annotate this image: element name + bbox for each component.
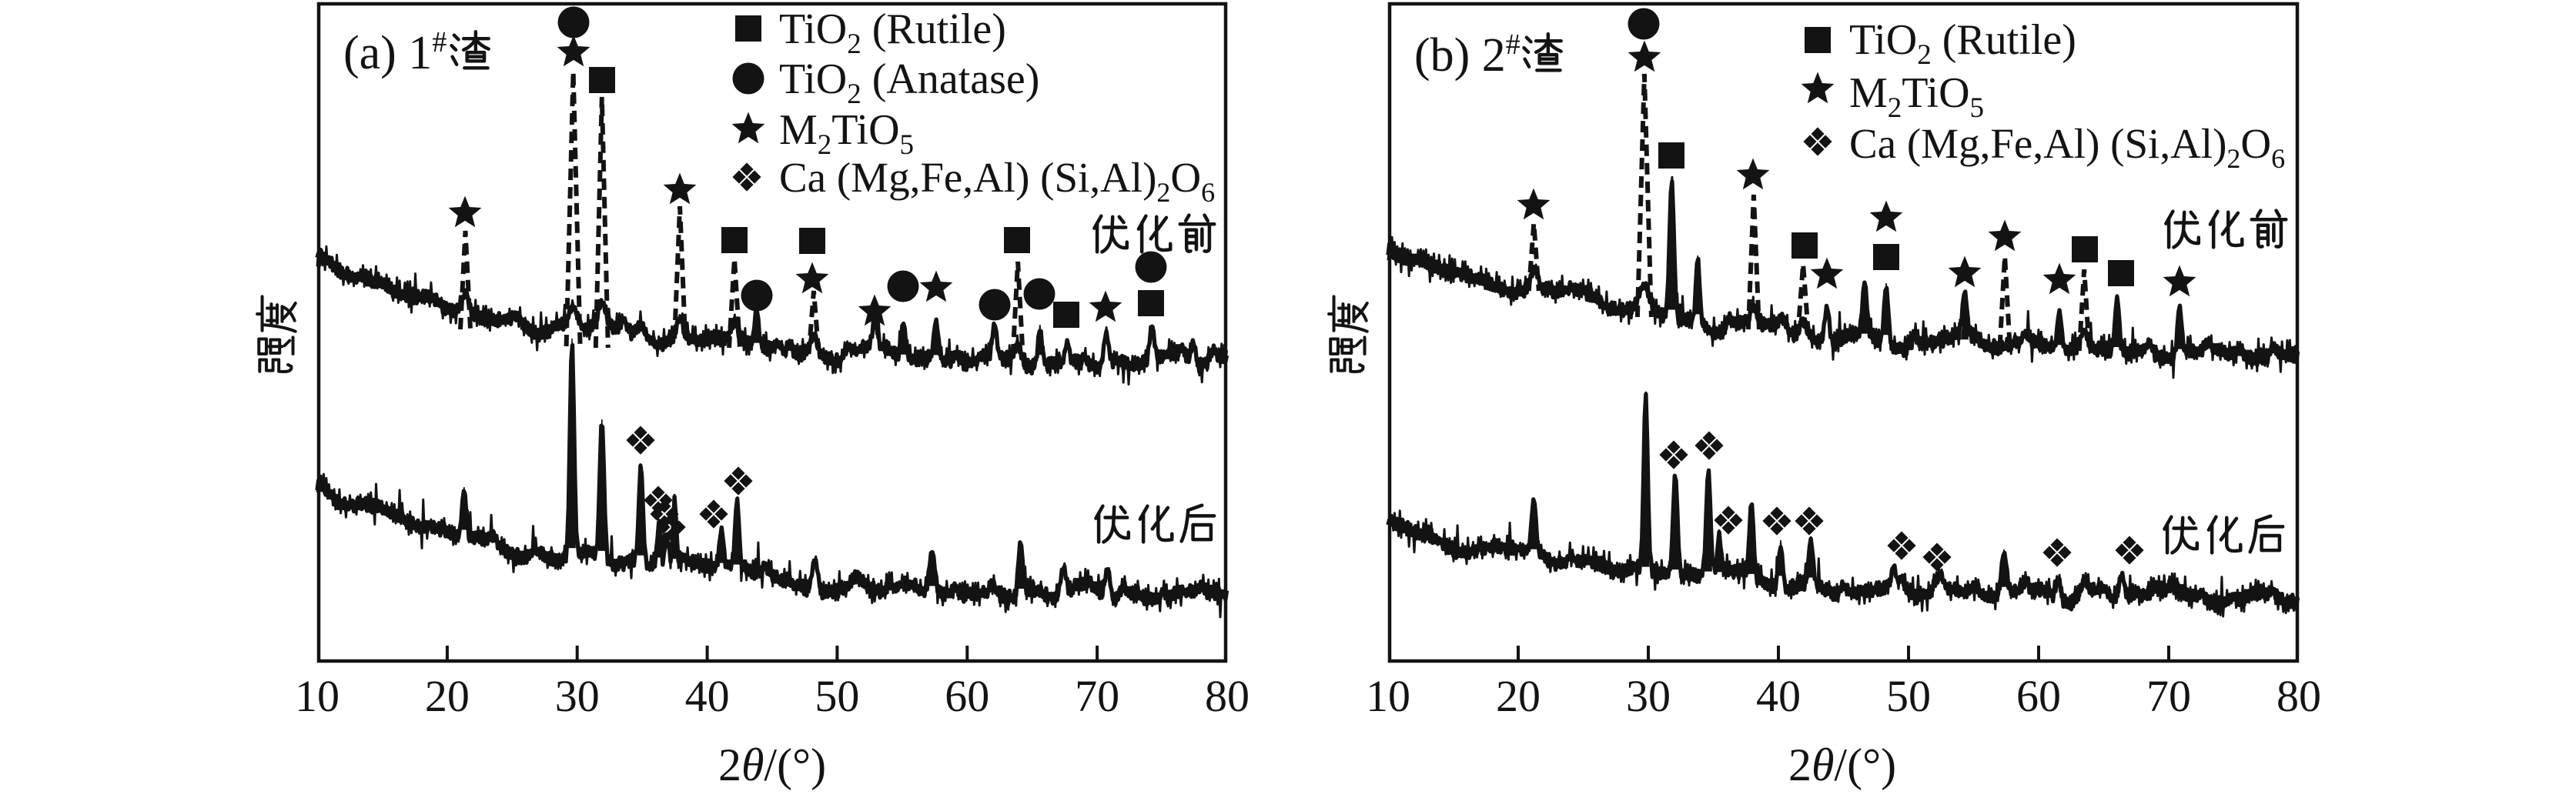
svg-text:30: 30 xyxy=(555,671,600,721)
svg-text:TiO2 (Rutile): TiO2 (Rutile) xyxy=(1849,16,2076,71)
svg-text:20: 20 xyxy=(1496,671,1541,721)
svg-text:30: 30 xyxy=(1626,671,1671,721)
svg-text:70: 70 xyxy=(1075,671,1119,721)
svg-text:TiO2 (Anatase): TiO2 (Anatase) xyxy=(779,55,1039,110)
svg-text:10: 10 xyxy=(295,671,340,721)
svg-text:40: 40 xyxy=(685,671,730,721)
svg-text:M2TiO5: M2TiO5 xyxy=(779,106,914,161)
svg-text:Ca (Mg,Fe,Al) (Si,Al)2O6: Ca (Mg,Fe,Al) (Si,Al)2O6 xyxy=(1849,120,2285,174)
svg-text:TiO2 (Rutile): TiO2 (Rutile) xyxy=(779,5,1006,60)
svg-text:80: 80 xyxy=(2277,671,2321,721)
svg-text:(a) 1#: (a) 1# xyxy=(343,26,447,79)
svg-text:20: 20 xyxy=(425,671,470,721)
svg-text:60: 60 xyxy=(945,671,989,721)
svg-text:80: 80 xyxy=(1205,671,1250,721)
svg-text:40: 40 xyxy=(1756,671,1801,721)
svg-text:2θ/(°): 2θ/(°) xyxy=(718,740,826,790)
svg-text:70: 70 xyxy=(2146,671,2191,721)
svg-text:M2TiO5: M2TiO5 xyxy=(1849,69,1984,124)
svg-text:60: 60 xyxy=(2016,671,2061,721)
svg-text:(b) 2#: (b) 2# xyxy=(1414,28,1521,82)
svg-text:10: 10 xyxy=(1366,671,1410,721)
svg-text:Ca (Mg,Fe,Al) (Si,Al)2O6: Ca (Mg,Fe,Al) (Si,Al)2O6 xyxy=(779,154,1215,208)
svg-text:2θ/(°): 2θ/(°) xyxy=(1788,740,1896,790)
svg-text:50: 50 xyxy=(1886,671,1931,721)
svg-text:50: 50 xyxy=(815,671,859,721)
